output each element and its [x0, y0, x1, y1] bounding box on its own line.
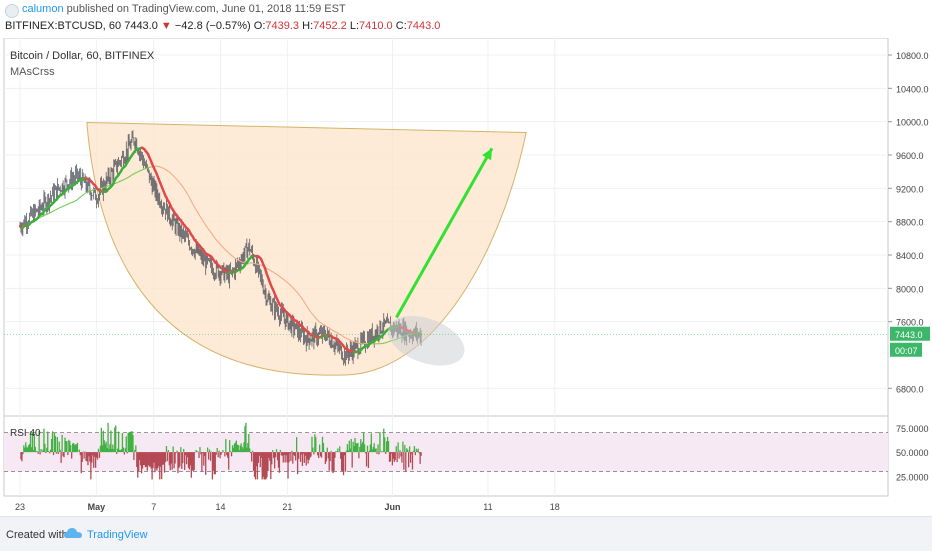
y-tick-label: 10400.0 [896, 84, 929, 94]
rsi-tick-label: 75.0000 [896, 424, 929, 434]
x-tick-label: 21 [282, 502, 292, 512]
open-value: 7439.3 [265, 20, 299, 32]
x-tick-label: Jun [384, 502, 400, 512]
footer-bar: Created with TradingView [0, 516, 932, 551]
author-link[interactable]: calumon [22, 3, 64, 15]
y-tick-label: 9200.0 [896, 184, 924, 194]
high-value: 7452.2 [313, 20, 347, 32]
y-tick-label: 8800.0 [896, 218, 924, 228]
x-tick-label: 11 [483, 502, 492, 512]
open-label: O: [254, 20, 266, 32]
close-label: C: [396, 20, 407, 32]
y-tick-label: 8000.0 [896, 284, 924, 294]
rsi-tick-label: 25.0000 [896, 473, 929, 483]
tradingview-cloud-icon [64, 527, 82, 539]
y-tick-label: 10000.0 [896, 118, 929, 128]
chart-header: calumon published on TradingView.com, Ju… [0, 0, 932, 38]
last-price: 7443.0 [124, 20, 158, 32]
x-tick-label: 23 [15, 502, 25, 512]
x-tick-label: 14 [216, 502, 226, 512]
low-label: L: [350, 20, 359, 32]
chart-area[interactable]: 10800.0 10400.0 10000.0 9600.0 9200.0 8800.0 8… [0, 38, 932, 516]
high-label: H: [302, 20, 313, 32]
countdown-tag-text: 00:07 [895, 346, 918, 356]
price-change: −42.8 (−0.57%) [175, 20, 251, 32]
y-tick-label: 9600.0 [896, 151, 924, 161]
y-tick-label: 10800.0 [896, 51, 929, 61]
rsi-tick-label: 50.0000 [896, 448, 929, 458]
x-tick-label: 7 [151, 502, 156, 512]
symbol-label: BITFINEX:BTCUSD, 60 [5, 20, 121, 32]
pane-title: Bitcoin / Dollar, 60, BITFINEX [10, 50, 155, 62]
y-tick-label: 7600.0 [896, 318, 924, 328]
low-value: 7410.0 [359, 20, 393, 32]
rsi-label: RSI 40 [10, 428, 41, 439]
ohlc-line: BITFINEX:BTCUSD, 60 7443.0 ▼ −42.8 (−0.5… [5, 20, 440, 32]
close-value: 7443.0 [407, 20, 441, 32]
price-chart-svg[interactable]: 10800.0 10400.0 10000.0 9600.0 9200.0 8800.0 8… [0, 38, 932, 516]
x-tick-label: 18 [550, 502, 560, 512]
x-tick-label: May [88, 502, 106, 512]
publish-info: published on TradingView.com, June 01, 2… [67, 3, 346, 15]
down-triangle-icon: ▼ [161, 20, 172, 32]
created-with-text: Created with [6, 529, 68, 541]
y-tick-label: 6800.0 [896, 384, 924, 394]
publish-line: calumon published on TradingView.com, Ju… [22, 3, 346, 15]
tradingview-brand-link[interactable]: TradingView [87, 529, 148, 541]
indicator-label: MAsCrss [10, 66, 55, 78]
tradingview-logo-icon [5, 4, 19, 18]
y-tick-label: 8400.0 [896, 251, 924, 261]
last-price-tag-text: 7443.0 [895, 330, 923, 340]
